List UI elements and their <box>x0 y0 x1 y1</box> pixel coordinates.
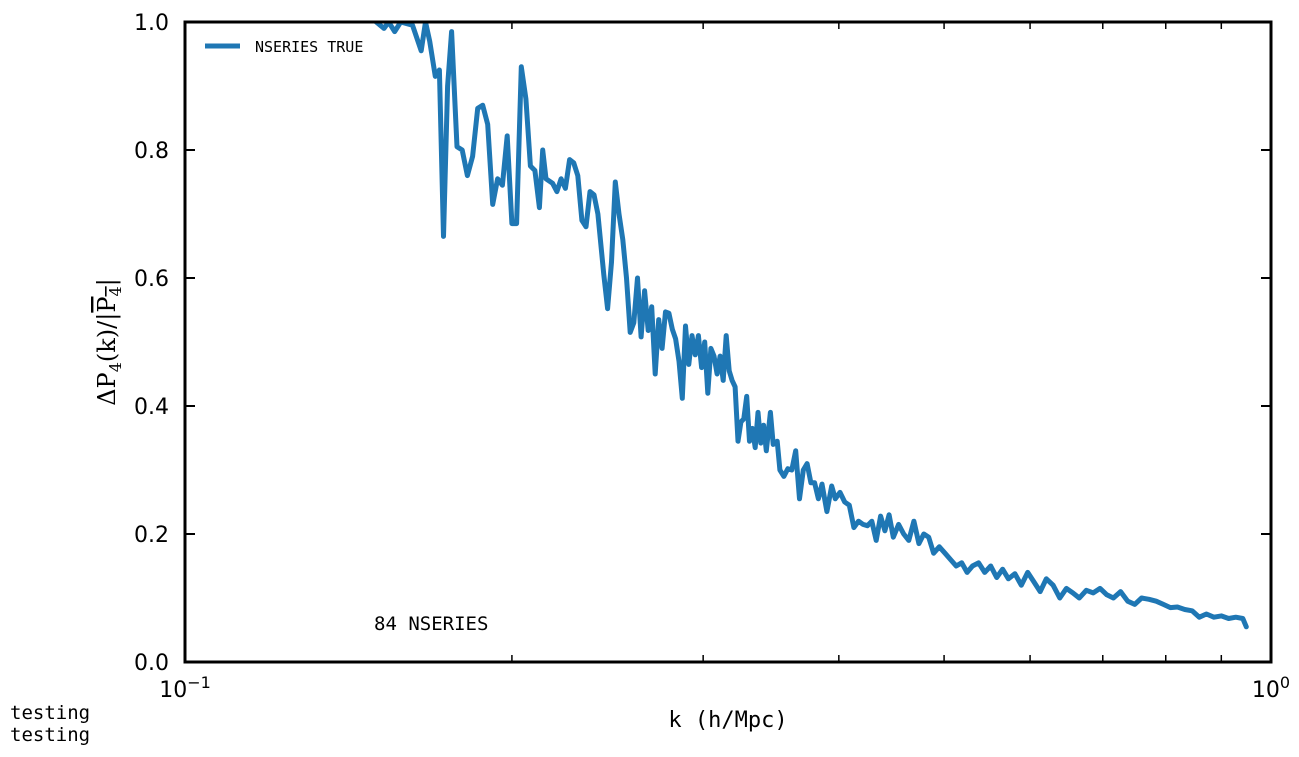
y-tick-label: 0.8 <box>134 139 169 164</box>
legend: NSERIES TRUE <box>205 38 363 56</box>
footnote: testing testing <box>10 702 90 746</box>
y-tick-label: 0.0 <box>134 651 169 676</box>
y-tick-label: 1.0 <box>134 11 169 36</box>
footnote-line: testing <box>10 724 91 746</box>
legend-label: NSERIES TRUE <box>255 38 363 56</box>
plot-frame <box>183 20 1273 664</box>
annotation-text: 84 NSERIES <box>374 613 488 635</box>
series-line-nseries-true <box>373 22 1249 630</box>
y-axis-label: ΔP4(k)/|P4| <box>93 278 125 406</box>
x-tick-label: 100 <box>1252 673 1290 703</box>
y-tick-label: 0.6 <box>134 267 169 292</box>
svg-text:ΔP4(k)/|P4|: ΔP4(k)/|P4| <box>93 278 125 406</box>
y-tick-label: 0.2 <box>134 523 169 548</box>
x-axis-label: k (h/Mpc) <box>668 708 787 733</box>
footnote-line: testing <box>10 702 91 724</box>
y-tick-label: 0.4 <box>134 395 169 420</box>
x-tick-label: 10−1 <box>159 673 211 703</box>
y-ticks: 0.0 0.2 0.4 0.6 0.8 1.0 <box>134 11 1271 676</box>
